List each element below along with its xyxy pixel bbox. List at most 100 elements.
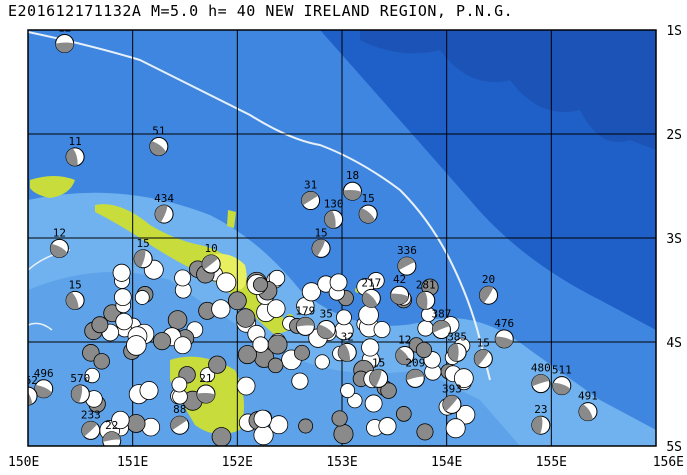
focal-mechanism: 15 bbox=[358, 192, 378, 224]
beachball-compression bbox=[50, 243, 68, 258]
event-label: 130 bbox=[324, 197, 344, 210]
focal-mechanism: 10 bbox=[201, 242, 221, 274]
beachball-compression bbox=[416, 291, 428, 310]
latitude-label: 1S bbox=[666, 24, 682, 39]
focal-mechanism: 88 bbox=[170, 403, 190, 435]
beachball-background bbox=[340, 383, 356, 398]
beachball-compression bbox=[81, 421, 98, 437]
beachball-background bbox=[139, 381, 159, 401]
beachball-background bbox=[364, 394, 383, 413]
focal-mechanism: 12 bbox=[55, 30, 75, 54]
beachball-compression bbox=[34, 384, 52, 398]
beachball-background bbox=[266, 299, 286, 318]
beachball-background bbox=[298, 418, 314, 434]
event-label: 570 bbox=[70, 372, 90, 385]
beachball-compression bbox=[324, 210, 336, 229]
beachball-background bbox=[113, 288, 132, 307]
beachball-background bbox=[227, 291, 247, 311]
event-label: 491 bbox=[578, 390, 598, 403]
focal-mechanism: 51 bbox=[149, 124, 169, 156]
focal-mechanism: 21 bbox=[196, 372, 216, 404]
event-label: 20 bbox=[482, 273, 495, 286]
beachball-background bbox=[291, 372, 309, 390]
event-label: 15 bbox=[314, 226, 327, 239]
event-label: 15 bbox=[477, 337, 490, 350]
event-label: 23 bbox=[534, 403, 547, 416]
focal-mechanism: 570 bbox=[70, 372, 90, 404]
beachball-background bbox=[416, 423, 434, 441]
longitude-label: 152E bbox=[222, 455, 253, 470]
beachball-background bbox=[336, 309, 352, 326]
beachball-background bbox=[267, 357, 284, 374]
beachball-background bbox=[333, 424, 354, 445]
beachball-compression bbox=[432, 320, 450, 333]
beachball-compression bbox=[531, 374, 550, 387]
event-label: 21 bbox=[199, 372, 212, 385]
focal-mechanism: 15 bbox=[311, 226, 331, 258]
beachball-compression bbox=[66, 148, 78, 166]
map-frame bbox=[27, 29, 657, 447]
beachball-compression bbox=[448, 343, 459, 362]
beachball-background bbox=[216, 272, 237, 293]
beachball-background bbox=[269, 415, 289, 435]
latitude-label: 2S bbox=[666, 128, 682, 143]
event-label: 281 bbox=[416, 278, 436, 291]
beachball-compression bbox=[442, 395, 458, 412]
focal-mechanism: 15 bbox=[65, 278, 85, 310]
beachball-background bbox=[237, 345, 257, 365]
focal-mechanism: 11 bbox=[65, 135, 85, 167]
beachball-background bbox=[174, 269, 192, 287]
focal-mechanism: 15 bbox=[473, 337, 493, 369]
event-label: 42 bbox=[393, 273, 406, 286]
beachball-background bbox=[455, 405, 476, 425]
beachball-background bbox=[361, 338, 380, 357]
focal-mechanism: 32 bbox=[337, 330, 357, 362]
focal-mechanism: 562 bbox=[18, 374, 38, 406]
focal-mechanism: 385 bbox=[447, 330, 467, 362]
beachball-compression bbox=[55, 42, 74, 53]
event-label: 15 bbox=[68, 278, 81, 291]
beachball-background bbox=[267, 334, 288, 355]
latitude-label: 4S bbox=[666, 336, 682, 351]
event-label: 179 bbox=[295, 304, 315, 317]
beachball-background bbox=[126, 414, 146, 433]
beachball-background bbox=[126, 335, 147, 356]
latitude-labels: 1S 2S 3S 4S 5S bbox=[666, 24, 682, 455]
beachball-compression bbox=[578, 404, 593, 421]
focal-mechanism: 336 bbox=[397, 244, 417, 276]
beachball-compression bbox=[317, 324, 334, 339]
beachball-compression bbox=[474, 349, 489, 366]
latitude-label: 3S bbox=[666, 232, 682, 247]
graticule bbox=[28, 30, 656, 446]
longitude-label: 150E bbox=[8, 455, 39, 470]
beachball-compression bbox=[390, 293, 409, 305]
event-label: 18 bbox=[346, 169, 359, 182]
event-label: 387 bbox=[431, 308, 451, 321]
event-label: 562 bbox=[18, 374, 38, 387]
event-label: 15 bbox=[372, 356, 385, 369]
beachball-background bbox=[268, 269, 286, 287]
event-label: 11 bbox=[68, 135, 81, 148]
beachball-background bbox=[171, 376, 188, 393]
beachball-compression bbox=[362, 291, 378, 308]
focal-mechanism: 496 bbox=[34, 367, 54, 399]
beachball-background bbox=[208, 355, 227, 374]
beachball-compression bbox=[202, 255, 219, 270]
beachball-compression bbox=[66, 292, 79, 310]
event-label: 336 bbox=[397, 244, 417, 257]
beachball-background bbox=[415, 341, 433, 359]
beachball-background bbox=[294, 344, 310, 361]
beachball-compression bbox=[395, 348, 411, 365]
focal-mechanism: 42 bbox=[390, 273, 410, 305]
focal-mechanism: 491 bbox=[578, 390, 598, 422]
seamount-ridge bbox=[360, 30, 656, 150]
event-label: 393 bbox=[442, 382, 462, 395]
beachball-background bbox=[91, 316, 109, 334]
event-label: 480 bbox=[531, 362, 551, 375]
beachball-background bbox=[331, 410, 348, 427]
focal-mechanism: 130 bbox=[324, 197, 344, 229]
beachball-compression bbox=[296, 317, 315, 327]
beachball-background bbox=[236, 376, 256, 396]
event-label: 511 bbox=[552, 364, 572, 377]
beachball-background bbox=[173, 336, 192, 355]
